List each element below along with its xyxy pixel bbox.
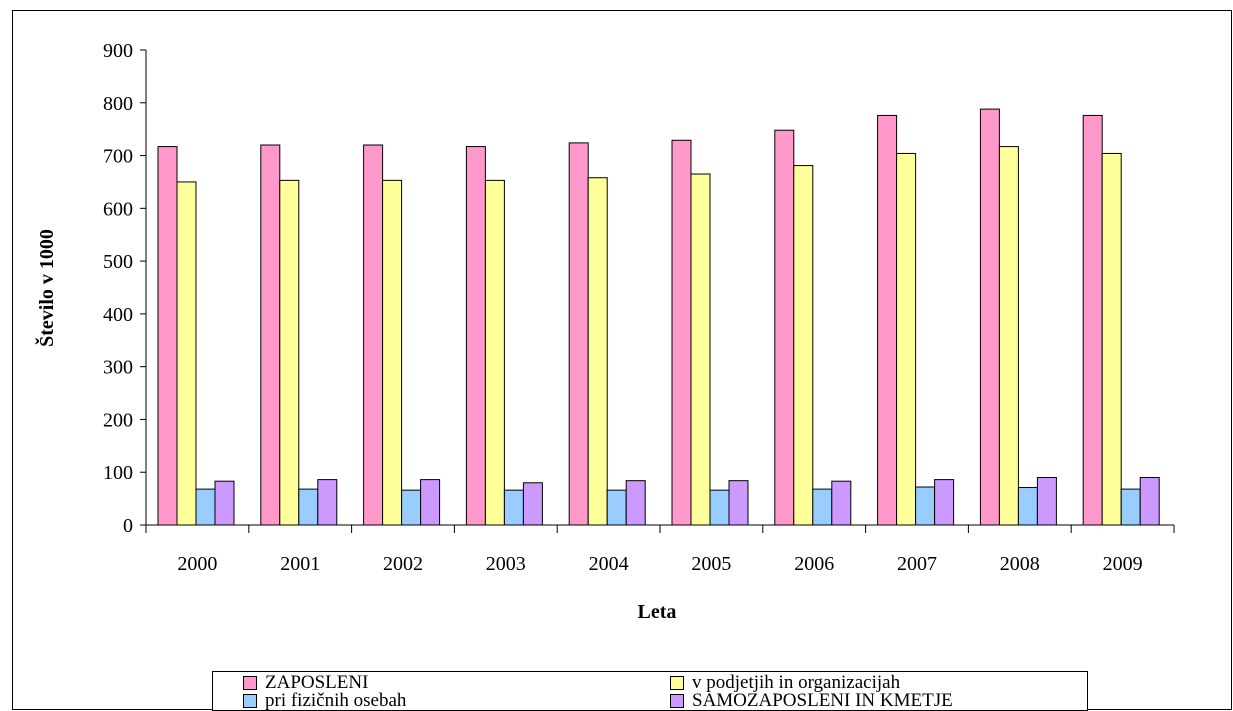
legend-item: ZAPOSLENI <box>243 672 369 693</box>
y-tick-label: 200 <box>103 409 133 431</box>
legend: ZAPOSLENI v podjetjih in organizacijah pri… <box>212 671 1088 711</box>
bar-3-2001 <box>298 488 319 526</box>
bar-4-2001 <box>317 479 338 526</box>
bar-1-2002 <box>363 144 384 526</box>
y-tick-label: 800 <box>103 93 133 115</box>
bar-2-2001 <box>279 179 300 526</box>
bar-3-2009 <box>1120 488 1141 526</box>
bar-2-2008 <box>998 146 1019 526</box>
bar-2-2000 <box>176 181 197 526</box>
y-tick-label: 900 <box>103 40 133 62</box>
x-tick-label: 2004 <box>589 553 629 575</box>
bar-2-2002 <box>382 179 403 526</box>
bar-3-2005 <box>709 489 730 526</box>
legend-label: SAMOZAPOSLENI IN KMETJE <box>692 690 953 711</box>
bar-1-2004 <box>568 142 589 526</box>
legend-swatch <box>243 676 257 690</box>
bar-4-2007 <box>934 479 955 526</box>
bar-2-2007 <box>896 152 917 526</box>
y-tick-label: 400 <box>103 304 133 326</box>
bar-1-2001 <box>260 144 281 526</box>
bar-3-2003 <box>503 489 524 526</box>
bar-1-2006 <box>774 129 795 526</box>
bar-4-2002 <box>420 479 441 526</box>
y-tick-label: 0 <box>123 515 133 537</box>
bar-4-2006 <box>831 480 852 526</box>
x-tick-label: 2002 <box>383 553 423 575</box>
y-tick-label: 700 <box>103 146 133 168</box>
y-axis-title: Število v 1000 <box>34 229 58 347</box>
bar-4-2009 <box>1139 477 1160 526</box>
x-tick-label: 2003 <box>486 553 526 575</box>
y-tick-label: 500 <box>103 251 133 273</box>
y-tick-label: 100 <box>103 462 133 484</box>
x-tick-label: 2008 <box>1000 553 1040 575</box>
bar-1-2005 <box>671 139 692 526</box>
bar-4-2004 <box>625 480 646 526</box>
x-tick-label: 2001 <box>280 553 320 575</box>
bar-1-2008 <box>979 108 1000 526</box>
legend-label: ZAPOSLENI <box>265 672 369 693</box>
legend-label: v podjetjih in organizacijah <box>692 672 901 693</box>
bar-3-2002 <box>401 489 422 526</box>
x-tick-label: 2000 <box>177 553 217 575</box>
bar-2-2005 <box>690 173 711 526</box>
y-tick-label: 600 <box>103 198 133 220</box>
bar-4-2008 <box>1036 477 1057 526</box>
x-axis-title: Leta <box>638 601 677 623</box>
legend-label: pri fizičnih osebah <box>265 690 407 711</box>
bar-3-2006 <box>812 488 833 526</box>
bar-4-2005 <box>728 480 749 526</box>
bar-4-2000 <box>214 480 235 526</box>
bar-4-2003 <box>522 482 543 526</box>
bar-1-2003 <box>465 146 486 526</box>
bar-1-2000 <box>157 146 178 526</box>
x-tick-label: 2005 <box>691 553 731 575</box>
x-tick-label: 2006 <box>794 553 834 575</box>
bar-3-2000 <box>195 488 216 526</box>
bar-2-2006 <box>793 165 814 526</box>
bar-1-2007 <box>877 114 898 526</box>
bar-1-2009 <box>1082 114 1103 526</box>
legend-item: SAMOZAPOSLENI IN KMETJE <box>670 690 953 711</box>
bar-3-2004 <box>606 489 627 526</box>
x-tick-label: 2007 <box>897 553 937 575</box>
bar-2-2003 <box>484 179 505 526</box>
legend-swatch <box>670 676 684 690</box>
y-tick-label: 300 <box>103 357 133 379</box>
bar-2-2004 <box>587 177 608 526</box>
bar-3-2008 <box>1017 487 1038 526</box>
bar-2-2009 <box>1101 152 1122 526</box>
x-tick-label: 2009 <box>1103 553 1143 575</box>
bar-3-2007 <box>915 486 936 526</box>
legend-item: pri fizičnih osebah <box>243 690 407 711</box>
legend-item: v podjetjih in organizacijah <box>670 672 901 693</box>
